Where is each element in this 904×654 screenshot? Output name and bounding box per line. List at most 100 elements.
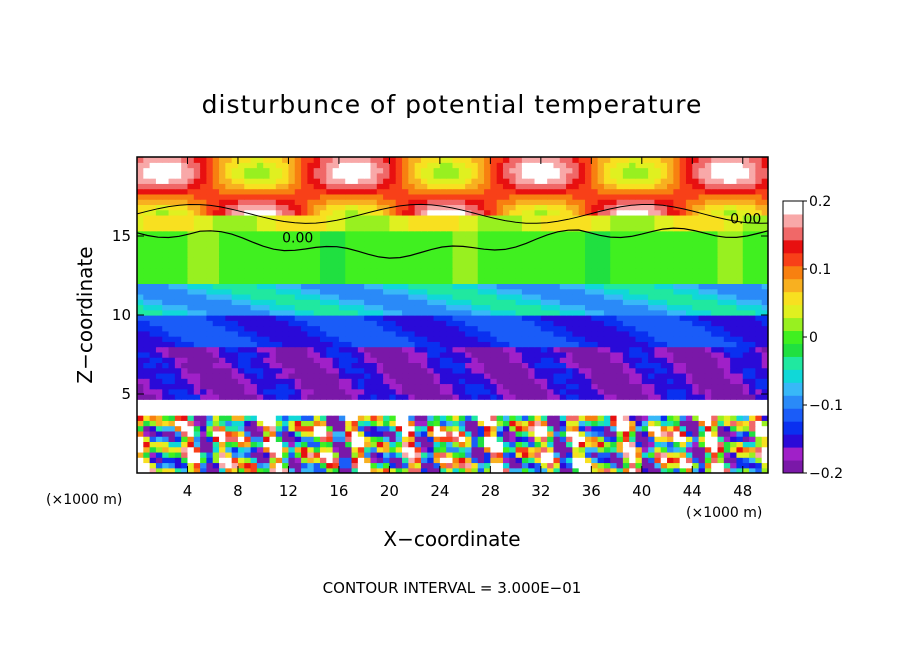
heatmap-cell [723,351,731,358]
heatmap-cell [206,388,214,395]
heatmap-cell [458,278,466,284]
heatmap-cell [477,383,485,390]
heatmap-cell [616,336,624,342]
heatmap-cell [477,330,485,337]
heatmap-cell [635,346,643,353]
heatmap-cell [465,346,473,353]
heatmap-cell [200,225,208,232]
heatmap-cell [528,357,536,363]
heatmap-cell [521,325,529,332]
heatmap-cell [174,315,182,321]
heatmap-cell [187,304,195,311]
heatmap-cell [181,462,189,469]
heatmap-cell [143,225,151,232]
heatmap-cell [244,394,252,400]
heatmap-cell [244,409,252,416]
heatmap-cell [275,220,283,227]
heatmap-cell [540,378,548,385]
heatmap-cell [250,288,258,295]
heatmap-cell [578,420,586,427]
heatmap-cell [502,394,510,400]
heatmap-cell [641,383,649,390]
heatmap-cell [364,336,372,342]
heatmap-cell [622,272,630,279]
heatmap-cell [137,325,144,332]
heatmap-cell [755,267,763,274]
heatmap-cell [408,325,416,332]
heatmap-cell [162,272,170,279]
heatmap-cell [667,362,674,369]
heatmap-cell [648,283,656,290]
heatmap-cell [338,325,346,332]
heatmap-cell [559,230,567,237]
heatmap-cell [616,278,624,284]
heatmap-cell [654,336,662,342]
heatmap-cell [420,283,428,290]
heatmap-cell [269,409,277,416]
heatmap-cell [376,430,384,437]
heatmap-cell [168,351,176,358]
heatmap-cell [698,320,706,327]
heatmap-cell [585,409,592,416]
heatmap-cell [326,372,334,379]
heatmap-cell [484,293,491,300]
heatmap-cell [439,246,447,253]
heatmap-cell [263,230,271,237]
heatmap-cell [225,446,233,453]
heatmap-cell [616,230,624,237]
heatmap-cell [566,351,573,358]
heatmap-cell [452,467,460,473]
heatmap-cell [206,415,214,421]
heatmap-cell [654,430,662,437]
heatmap-cell [244,357,252,363]
heatmap-cell [572,299,580,306]
heatmap-cell [143,378,151,385]
heatmap-cell [667,230,674,237]
heatmap-cell [420,246,428,253]
heatmap-cell [622,304,630,311]
heatmap-cell [641,214,649,221]
heatmap-cell [187,209,195,216]
heatmap-cell [256,409,264,416]
heatmap-cell [484,236,491,242]
heatmap-cell [219,425,226,432]
heatmap-cell [471,388,479,395]
heatmap-cell [591,383,599,390]
heatmap-cell [275,430,283,437]
heatmap-cell [730,372,738,379]
heatmap-cell [288,441,296,448]
heatmap-cell [200,272,208,279]
heatmap-cell [629,241,637,248]
heatmap-cell [660,267,668,274]
heatmap-cell [610,467,618,473]
heatmap-cell [528,399,536,406]
heatmap-cell [591,336,599,342]
heatmap-cell [629,309,637,316]
heatmap-cell [408,388,416,395]
heatmap-cell [761,351,768,358]
heatmap-cell [219,430,226,437]
heatmap-cell [471,236,479,242]
heatmap-cell [616,441,624,448]
heatmap-cell [225,257,233,263]
heatmap-cell [610,236,618,242]
heatmap-cell [237,283,245,290]
heatmap-cell [673,278,681,284]
heatmap-cell [502,451,510,458]
heatmap-cell [307,304,315,311]
heatmap-cell [225,404,233,411]
heatmap-cell [149,399,157,406]
heatmap-cell [749,283,756,290]
heatmap-cell [704,430,712,437]
heatmap-cell [408,425,416,432]
heatmap-cell [553,415,561,421]
heatmap-cell [749,462,756,469]
heatmap-cell [149,388,157,395]
heatmap-cell [736,462,744,469]
heatmap-cell [376,341,384,348]
heatmap-cell [433,315,441,321]
heatmap-cell [736,346,744,353]
heatmap-cell [749,388,756,395]
heatmap-cell [704,415,712,421]
heatmap-cell [250,251,258,258]
